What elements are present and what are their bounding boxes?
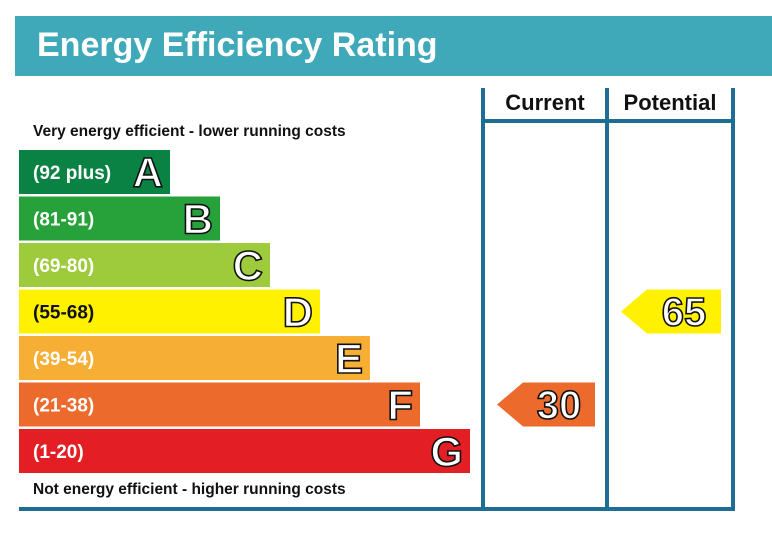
band-b-bar (19, 196, 220, 241)
bottom-note: Not energy efficient - higher running co… (33, 481, 346, 498)
band-g-bar (19, 429, 470, 473)
band-a-letter: A (133, 149, 163, 196)
chart-title: Energy Efficiency Rating (37, 26, 438, 64)
band-d-letter: D (283, 289, 313, 336)
band-g-range: (1-20) (33, 442, 84, 463)
column-header-potential: Potential (624, 90, 717, 115)
band-e-bar (19, 336, 370, 380)
band-a-bar (19, 150, 170, 194)
current-rating-value: 30 (537, 384, 582, 428)
band-b-letter: B (183, 196, 213, 243)
band-g-letter: G (430, 428, 463, 475)
band-c-letter: C (233, 242, 263, 289)
chart-frame (19, 88, 735, 511)
band-f-letter: F (387, 382, 413, 429)
band-f-bar (19, 382, 420, 427)
band-b-range: (81-91) (33, 210, 94, 231)
rating-arrows (497, 289, 721, 427)
potential-rating-value: 65 (662, 291, 707, 335)
band-e-letter: E (335, 335, 363, 382)
column-header-current: Current (505, 90, 585, 115)
band-e-range: (39-54) (33, 349, 94, 370)
band-d-range: (55-68) (33, 303, 94, 324)
band-a-range: (92 plus) (33, 163, 111, 184)
top-note: Very energy efficient - lower running co… (33, 123, 346, 140)
rating-bands (19, 150, 470, 473)
band-c-range: (69-80) (33, 256, 94, 277)
chart-labels: Current Potential Very energy efficient - … (33, 90, 716, 498)
potential-rating-arrow (621, 289, 721, 334)
band-c-bar (19, 243, 270, 287)
band-d-bar (19, 289, 320, 334)
title-bar: Energy Efficiency Rating (15, 16, 772, 76)
current-rating-arrow (497, 382, 595, 427)
band-f-range: (21-38) (33, 396, 94, 417)
